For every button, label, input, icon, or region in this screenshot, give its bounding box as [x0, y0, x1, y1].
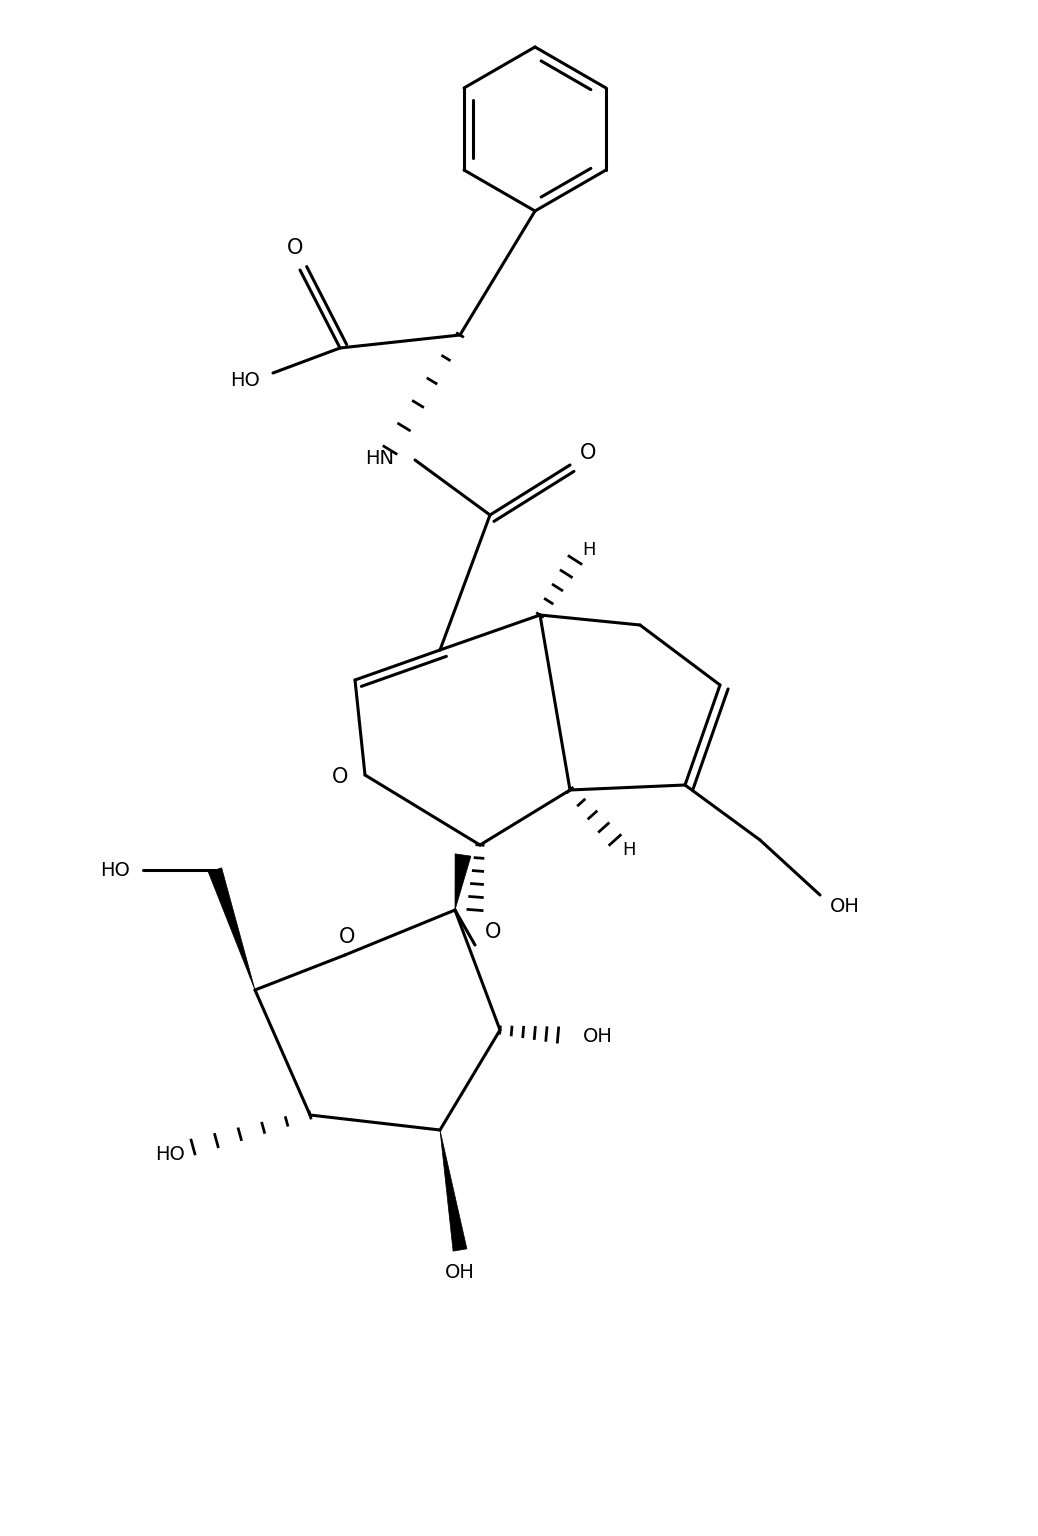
Text: OH: OH — [830, 897, 859, 917]
Text: O: O — [332, 766, 348, 786]
Text: H: H — [622, 842, 635, 859]
Text: OH: OH — [445, 1263, 475, 1281]
Polygon shape — [209, 868, 255, 991]
Text: O: O — [338, 928, 355, 948]
Text: HO: HO — [155, 1146, 185, 1164]
Text: O: O — [580, 442, 596, 462]
Text: OH: OH — [583, 1028, 612, 1046]
Text: HN: HN — [365, 449, 394, 467]
Text: O: O — [485, 922, 501, 942]
Text: H: H — [582, 541, 596, 559]
Text: HO: HO — [100, 860, 130, 880]
Polygon shape — [455, 854, 471, 909]
Text: HO: HO — [230, 372, 260, 390]
Polygon shape — [440, 1130, 467, 1252]
Text: O: O — [286, 238, 303, 258]
